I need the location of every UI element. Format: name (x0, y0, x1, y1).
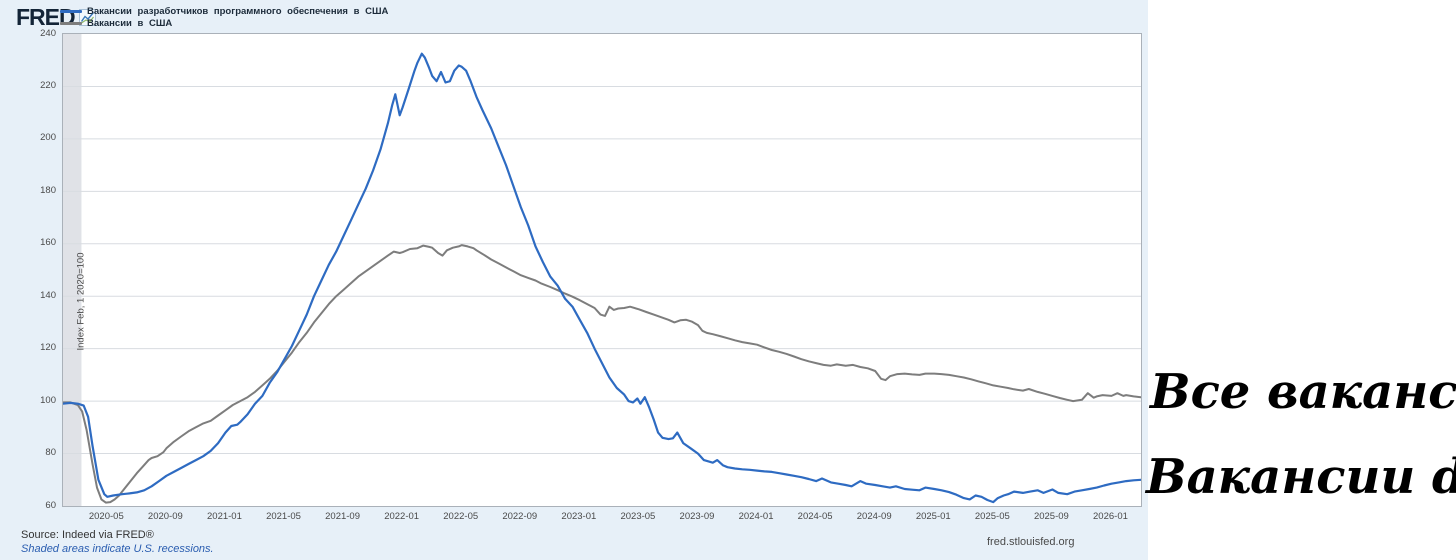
x-tick-label: 2023-05 (620, 511, 656, 522)
y-axis-title: Index Feb, 1 2020=100 (75, 252, 87, 351)
recession-band (63, 34, 82, 506)
y-tick-label: 100 (40, 394, 56, 406)
fred-logo: FRED (16, 4, 96, 31)
x-tick-label: 2023-09 (679, 511, 715, 522)
site-label: fred.stlouisfed.org (987, 536, 1075, 548)
legend: Вакансии разработчиков программного обес… (60, 6, 388, 30)
y-tick-label: 160 (40, 237, 56, 249)
y-tick-label: 140 (40, 289, 56, 301)
y-tick-label: 220 (40, 79, 56, 91)
legend-line-swatch-total (60, 22, 82, 25)
x-tick-label: 2022-05 (443, 511, 479, 522)
annotation-dev-vacancies: Вакансии dev (1146, 449, 1456, 505)
x-tick-label: 2024-01 (738, 511, 774, 522)
y-tick-label: 80 (45, 447, 56, 459)
x-tick-label: 2024-09 (856, 511, 892, 522)
x-tick-label: 2025-05 (974, 511, 1010, 522)
y-tick-label: 180 (40, 184, 56, 196)
x-tick-label: 2021-01 (207, 511, 242, 522)
legend-label-total: Вакансии в США (87, 18, 173, 29)
x-tick-label: 2021-05 (266, 511, 301, 522)
y-tick-label: 200 (40, 132, 56, 144)
annotation-all-vacancies: Все вакансии (1150, 364, 1456, 420)
source-label: Source: Indeed via FRED® (21, 529, 154, 541)
x-tick-label: 2026-01 (1093, 511, 1128, 522)
y-tick-label: 120 (40, 342, 56, 354)
legend-line-swatch-dev (60, 10, 82, 13)
series-line-total (63, 244, 1141, 504)
recession-note-link[interactable]: Shaded areas indicate U.S. recessions. (21, 543, 214, 555)
legend-item-dev: Вакансии разработчиков программного обес… (60, 6, 388, 17)
x-tick-label: 2021-09 (325, 511, 360, 522)
legend-item-total: Вакансии в США (60, 18, 388, 29)
x-tick-label: 2022-09 (502, 511, 538, 522)
plot-svg (63, 34, 1141, 506)
x-tick-label: 2022-01 (384, 511, 420, 522)
x-tick-label: 2025-01 (915, 511, 951, 522)
fred-chart: FRED Вакансии разработчиков программного… (0, 0, 1148, 560)
fred-logo-text: FRED (16, 4, 76, 30)
x-tick-label: 2020-05 (88, 511, 124, 522)
x-tick-label: 2020-09 (147, 511, 183, 522)
fred-chart-icon (78, 9, 96, 26)
x-tick-label: 2024-05 (797, 511, 833, 522)
x-tick-label: 2025-09 (1033, 511, 1069, 522)
legend-label-dev: Вакансии разработчиков программного обес… (87, 6, 389, 17)
plot-area[interactable]: Index Feb, 1 2020=100 (62, 33, 1142, 507)
y-tick-label: 60 (45, 499, 56, 511)
y-tick-label: 240 (40, 27, 56, 39)
x-tick-label: 2023-01 (561, 511, 597, 522)
series-line-dev (63, 52, 1141, 504)
